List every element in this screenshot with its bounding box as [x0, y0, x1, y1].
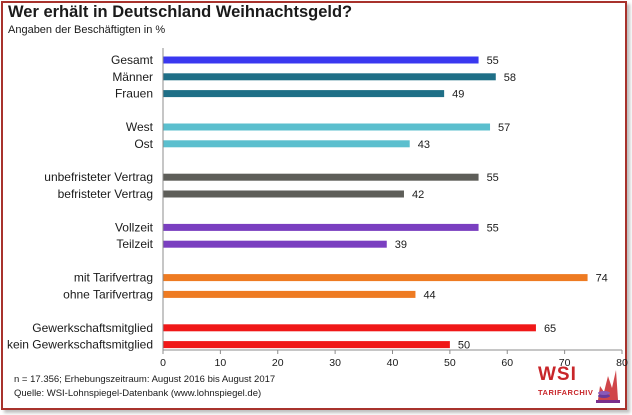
data-label-frauen: 49 [452, 89, 464, 101]
x-tick-label: 10 [215, 357, 227, 369]
data-label-mit-tarifvertrag: 74 [596, 273, 608, 285]
wsi-tarifarchiv-logo: WSI TARIFARCHIV [538, 362, 622, 406]
footnote-source: Quelle: WSI-Lohnspiegel-Datenbank (www.l… [14, 388, 262, 399]
x-tick-label: 50 [444, 357, 456, 369]
bar-vollzeit [163, 223, 479, 231]
logo-graphic-icon [596, 370, 620, 403]
bar-kein-gewerkschaftsmitglied [163, 341, 450, 349]
data-label-unbefristeter-vertrag: 55 [487, 172, 499, 184]
category-label-kein-gewerkschaftsmitglied: kein Gewerkschaftsmitglied [7, 338, 153, 352]
category-label-gesamt: Gesamt [111, 53, 154, 67]
x-tick-label: 20 [272, 357, 284, 369]
category-label-teilzeit: Teilzeit [116, 237, 153, 251]
bar-ohne-tarifvertrag [163, 290, 416, 298]
bar-ost [163, 140, 410, 148]
data-label-männer: 58 [504, 72, 516, 84]
x-tick-label: 60 [501, 357, 513, 369]
bar-gesamt [163, 56, 479, 64]
category-label-frauen: Frauen [115, 87, 153, 101]
data-label-gesamt: 55 [487, 55, 499, 67]
category-label-west: West [126, 120, 154, 134]
data-label-kein-gewerkschaftsmitglied: 50 [458, 340, 470, 352]
bar-west [163, 123, 491, 131]
category-label-befristeter-vertrag: befristeter Vertrag [58, 187, 153, 201]
data-label-ost: 43 [418, 139, 430, 151]
data-label-teilzeit: 39 [395, 239, 407, 251]
bar-unbefristeter-vertrag [163, 173, 479, 181]
category-label-mit-tarifvertrag: mit Tarifvertrag [74, 271, 153, 285]
x-tick-label: 0 [160, 357, 166, 369]
logo-main-text: WSI [538, 364, 577, 385]
data-label-ohne-tarifvertrag: 44 [423, 289, 435, 301]
bar-befristeter-vertrag [163, 190, 404, 198]
x-tick-label: 40 [387, 357, 399, 369]
bar-frauen [163, 90, 445, 98]
category-label-ost: Ost [134, 137, 153, 151]
x-tick-label: 80 [616, 357, 628, 369]
bar-teilzeit [163, 240, 387, 248]
category-label-gewerkschaftsmitglied: Gewerkschaftsmitglied [32, 321, 153, 335]
bar-männer [163, 73, 496, 81]
category-label-männer: Männer [112, 70, 153, 84]
chart-title: Wer erhält in Deutschland Weihnachtsgeld… [8, 3, 353, 21]
bar-mit-tarifvertrag [163, 274, 588, 282]
x-tick-label: 30 [329, 357, 341, 369]
category-label-ohne-tarifvertrag: ohne Tarifvertrag [63, 287, 153, 301]
category-label-vollzeit: Vollzeit [115, 220, 154, 234]
logo-sub-text: TARIFARCHIV [538, 388, 594, 397]
data-label-vollzeit: 55 [487, 222, 499, 234]
data-label-befristeter-vertrag: 42 [412, 189, 424, 201]
category-label-unbefristeter-vertrag: unbefristeter Vertrag [44, 170, 153, 184]
data-label-west: 57 [498, 122, 510, 134]
bar-gewerkschaftsmitglied [163, 324, 536, 332]
x-tick-label: 70 [559, 357, 571, 369]
data-label-gewerkschaftsmitglied: 65 [544, 323, 556, 335]
chart-subtitle: Angaben der Beschäftigten in % [8, 24, 166, 36]
footnote-sample: n = 17.356; Erhebungszeitraum: August 20… [14, 374, 276, 385]
